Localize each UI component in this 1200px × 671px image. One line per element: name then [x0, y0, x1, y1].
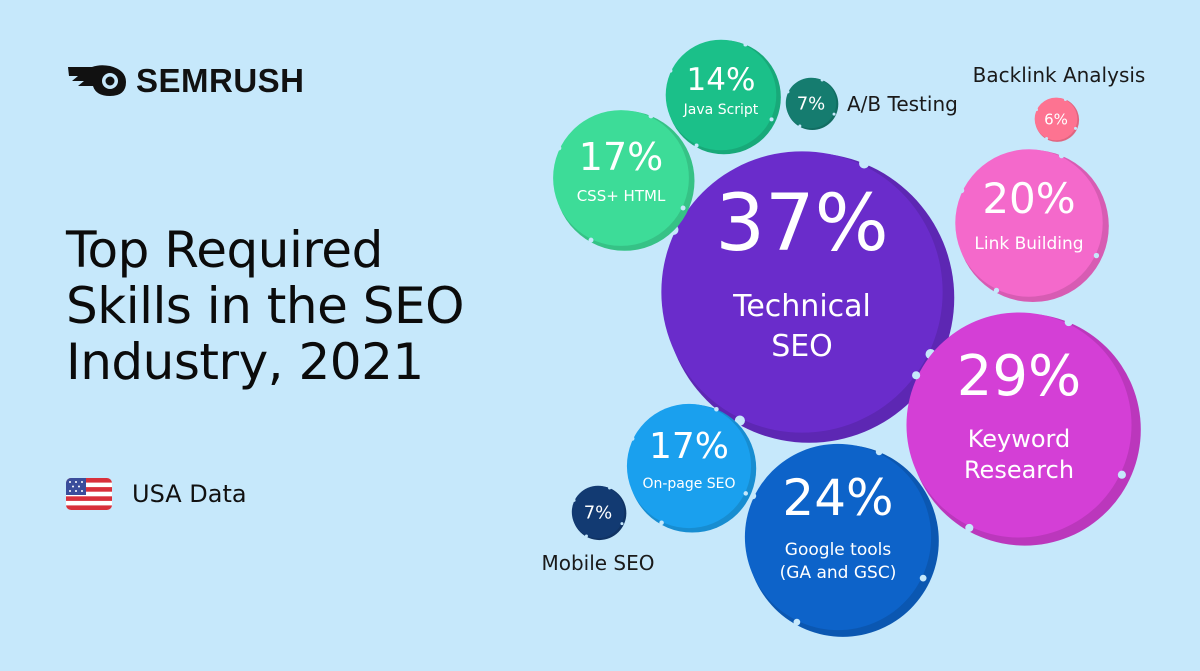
- bubble-label: Technical: [732, 289, 871, 324]
- bubble-notch: [769, 117, 774, 122]
- bubble-value: 29%: [957, 344, 1081, 409]
- data-source: USA Data: [66, 478, 247, 510]
- bubble-notch: [572, 498, 576, 502]
- bubble-label: Google tools: [785, 540, 892, 560]
- bubble: [661, 151, 943, 433]
- bubble-notch: [832, 112, 836, 116]
- bubble-notch: [749, 492, 757, 500]
- bubble-value: 37%: [715, 179, 888, 269]
- bubble-notch: [1034, 108, 1038, 112]
- bubble: [906, 312, 1132, 538]
- bubble-notch: [659, 520, 664, 526]
- brand-name: SEMRUSH: [136, 62, 305, 99]
- bubble-notch: [694, 143, 699, 148]
- bubble-notch: [1117, 470, 1126, 479]
- bubble-notch: [1093, 252, 1100, 259]
- bubble: [1034, 97, 1078, 141]
- bubble-notch: [919, 574, 927, 582]
- bubble-label: CSS+ HTML: [577, 187, 666, 205]
- bubble-notch: [1063, 97, 1067, 101]
- bubble-label: Java Script: [683, 102, 759, 118]
- title-line: Top Required: [66, 221, 383, 279]
- bubble-label: (GA and GSC): [780, 563, 897, 583]
- semrush-logo: SEMRUSH: [66, 62, 305, 100]
- bubble-notch: [820, 78, 824, 82]
- bubble-notch: [556, 145, 562, 151]
- page-title: Top Required Skills in the SEO Industry,…: [66, 222, 586, 390]
- us-flag-icon: [66, 478, 112, 510]
- bubble-label: Link Building: [974, 234, 1083, 254]
- bubble: [553, 110, 689, 246]
- bubble-value: 24%: [782, 469, 893, 527]
- bubble: [665, 39, 777, 151]
- bubble-notch: [584, 534, 588, 538]
- bubble-label: Keyword: [968, 425, 1071, 453]
- bubble-value: 14%: [687, 62, 756, 98]
- bubble: [785, 77, 837, 129]
- bubble-notch: [798, 124, 802, 128]
- bubble-label: Mobile SEO: [541, 551, 654, 575]
- title-line: Industry, 2021: [66, 333, 424, 391]
- bubble-value: 7%: [584, 502, 613, 523]
- bubble-group: 24% Google tools (GA and GSC): [744, 443, 939, 637]
- bubble-notch: [648, 113, 654, 119]
- bubble-notch: [1074, 126, 1078, 130]
- bubble-notch: [793, 618, 801, 626]
- bubble-group: 6% Backlink Analysis: [973, 63, 1146, 142]
- bubble-notch: [786, 90, 790, 94]
- bubble-notch: [875, 448, 883, 456]
- bubble: [571, 485, 625, 539]
- bubble-notch: [629, 436, 635, 441]
- bubble-notch: [734, 415, 745, 426]
- bubble-group: 37% Technical SEO: [661, 151, 955, 443]
- bubble-label: SEO: [771, 329, 833, 364]
- bubble-group: 14% Java Script: [665, 39, 781, 155]
- bubble-label: Backlink Analysis: [973, 63, 1146, 87]
- bubble-notch: [743, 42, 748, 47]
- bubble-value: 17%: [649, 426, 729, 467]
- bubble-group: 17% On-page SEO: [626, 403, 757, 533]
- bubble-value: 7%: [797, 93, 826, 114]
- bubble-group: 7% A/B Testing: [785, 77, 958, 131]
- bubble-notch: [958, 187, 965, 194]
- bubble-label: On-page SEO: [642, 476, 735, 492]
- source-label: USA Data: [132, 480, 247, 508]
- title-line: Skills in the SEO: [66, 277, 464, 335]
- bubble: [744, 443, 932, 631]
- bubble-group: 20% Link Building: [955, 149, 1109, 303]
- bubble-notch: [620, 522, 624, 526]
- bubble: [955, 149, 1103, 297]
- bubble-value: 6%: [1044, 110, 1068, 128]
- bubble-group: 17% CSS+ HTML: [553, 110, 695, 251]
- bubble-label: A/B Testing: [847, 92, 958, 116]
- bubble-notch: [743, 491, 749, 496]
- bubble-notch: [965, 523, 974, 532]
- bubble-notch: [993, 287, 1000, 294]
- bubble-notch: [1064, 318, 1073, 327]
- bubble-notch: [588, 237, 594, 243]
- bubble-notch: [608, 486, 612, 490]
- semrush-fireball-icon: [68, 65, 126, 96]
- bubble: [626, 403, 752, 529]
- bubble-notch: [680, 205, 686, 211]
- bubble-notch: [1045, 137, 1049, 141]
- bubble-group: 29% Keyword Research: [906, 312, 1141, 546]
- bubble-notch: [668, 68, 673, 73]
- bubble-notch: [912, 371, 921, 380]
- bubble-group: 7% Mobile SEO: [541, 485, 655, 575]
- bubble-notch: [859, 158, 870, 169]
- bubble-notch: [714, 406, 719, 412]
- bubble-label: Research: [964, 456, 1074, 484]
- bubble-value: 20%: [982, 174, 1075, 223]
- bubble-value: 17%: [579, 135, 663, 179]
- bubble-notch: [1058, 152, 1065, 159]
